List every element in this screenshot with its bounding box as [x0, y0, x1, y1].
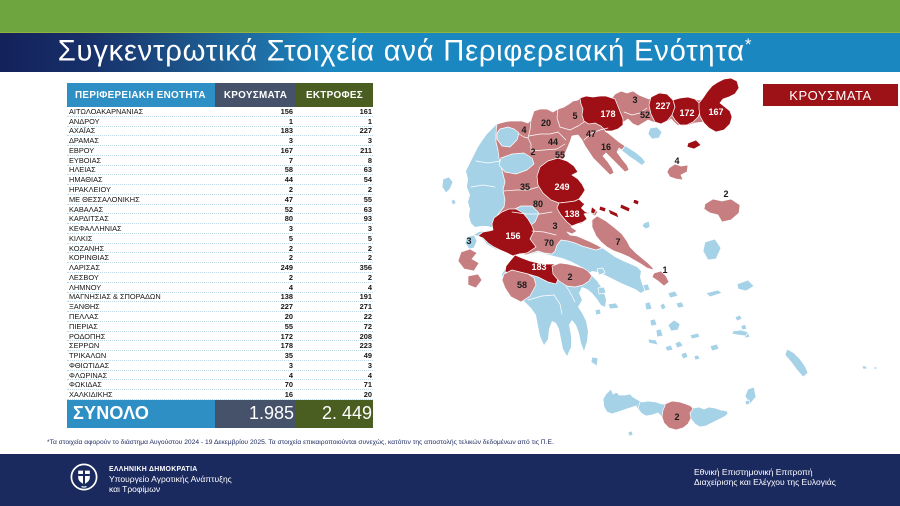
svg-text:3: 3 [632, 95, 637, 105]
svg-text:58: 58 [517, 280, 527, 290]
svg-text:3: 3 [466, 236, 471, 246]
svg-text:7: 7 [615, 237, 620, 247]
svg-text:227: 227 [655, 101, 670, 111]
svg-text:178: 178 [600, 109, 615, 119]
svg-text:16: 16 [601, 142, 611, 152]
svg-text:4: 4 [521, 125, 526, 135]
svg-text:5: 5 [572, 111, 577, 121]
svg-text:138: 138 [564, 209, 579, 219]
svg-text:4: 4 [674, 156, 679, 166]
svg-text:44: 44 [548, 137, 558, 147]
svg-text:47: 47 [586, 129, 596, 139]
svg-text:2: 2 [674, 412, 679, 422]
svg-text:70: 70 [544, 238, 554, 248]
svg-text:52: 52 [640, 110, 650, 120]
svg-text:167: 167 [708, 107, 723, 117]
svg-text:80: 80 [533, 199, 543, 209]
svg-text:3: 3 [552, 221, 557, 231]
svg-text:20: 20 [541, 118, 551, 128]
svg-text:249: 249 [554, 182, 569, 192]
svg-text:1: 1 [662, 265, 667, 275]
svg-text:2: 2 [723, 189, 728, 199]
svg-text:183: 183 [531, 262, 546, 272]
svg-text:172: 172 [679, 108, 694, 118]
svg-text:35: 35 [520, 182, 530, 192]
svg-text:2: 2 [530, 147, 535, 157]
svg-text:156: 156 [505, 231, 520, 241]
svg-text:55: 55 [555, 150, 565, 160]
svg-text:2: 2 [567, 272, 572, 282]
